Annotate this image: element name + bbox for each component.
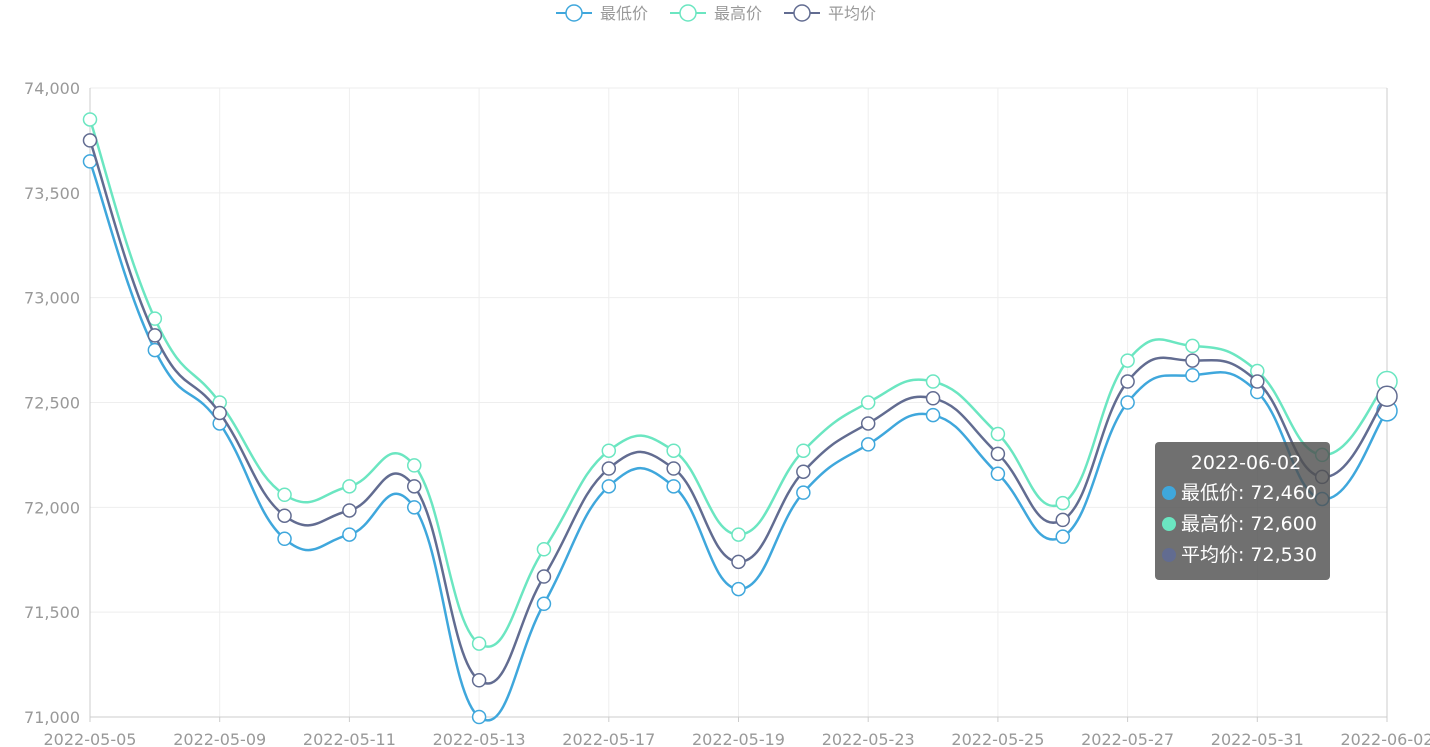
point [407, 458, 422, 473]
x-tick-label: 2022-05-19 [692, 730, 785, 747]
legend-label: 最低价 [600, 4, 648, 23]
point [731, 527, 746, 542]
point [82, 112, 98, 127]
point [601, 443, 617, 458]
point [925, 374, 941, 389]
point [536, 569, 552, 584]
point [796, 464, 811, 479]
point [731, 581, 746, 597]
legend-item: 最高价 [670, 4, 762, 23]
tooltip-value: 72,530 [1250, 544, 1317, 566]
tooltip-series-name: 最低价 [1181, 482, 1244, 504]
point [925, 391, 941, 406]
legend-label: 最高价 [714, 4, 762, 23]
point [1185, 338, 1200, 354]
point [277, 531, 292, 547]
tooltip-dot [1162, 548, 1176, 562]
point [536, 596, 552, 612]
point [1055, 495, 1070, 511]
point [990, 426, 1006, 442]
legend-symbol [679, 4, 697, 22]
y-tick-label: 71,000 [24, 708, 80, 727]
x-tick-label: 2022-05-23 [822, 730, 915, 747]
point [990, 446, 1006, 462]
point [1120, 353, 1135, 368]
point [666, 461, 681, 476]
x-tick-label: 2022-05-25 [951, 730, 1044, 747]
point [471, 709, 487, 725]
tooltip-dot [1162, 517, 1176, 531]
point [1185, 353, 1200, 368]
y-tick-label: 74,000 [24, 79, 80, 98]
legend-label: 平均价 [828, 4, 876, 23]
point [342, 503, 357, 518]
tooltip-row: 最低价 72,460 [1162, 478, 1330, 509]
point [796, 485, 811, 500]
point [147, 328, 163, 343]
point [666, 443, 681, 458]
point [860, 395, 876, 410]
point [342, 527, 357, 542]
y-tick-label: 73,500 [24, 184, 80, 203]
point [536, 542, 552, 557]
point [277, 508, 292, 523]
point [796, 443, 811, 458]
tooltip-row: 最高价 72,600 [1162, 509, 1330, 540]
point [471, 673, 487, 688]
point [860, 416, 876, 431]
tooltip-series-name: 平均价 [1181, 544, 1244, 566]
point [342, 479, 357, 494]
point [925, 407, 941, 423]
y-tick-label: 71,500 [24, 603, 80, 622]
point [407, 500, 422, 515]
legend-symbol [565, 4, 583, 22]
point [1376, 385, 1398, 407]
x-tick-label: 2022-05-11 [303, 730, 396, 747]
tooltip-value: 72,460 [1250, 482, 1317, 504]
point [860, 437, 876, 452]
tooltip-title: 2022-06-02 [1190, 452, 1302, 474]
point [1055, 529, 1070, 544]
point [990, 466, 1006, 482]
point [277, 487, 292, 503]
point [601, 479, 617, 494]
x-tick-label: 2022-05-09 [173, 730, 266, 747]
tooltip-value: 72,600 [1250, 513, 1317, 535]
point [212, 405, 227, 421]
x-tick-label: 2022-05-31 [1211, 730, 1304, 747]
point [666, 479, 681, 494]
y-tick-label: 72,000 [24, 498, 80, 517]
y-tick-label: 72,500 [24, 394, 80, 413]
y-tick-label: 73,000 [24, 289, 80, 308]
point [1250, 374, 1265, 389]
point [1120, 395, 1135, 410]
point [407, 479, 422, 494]
point [1120, 374, 1135, 389]
x-tick-label: 2022-05-27 [1081, 730, 1174, 747]
legend-item: 平均价 [784, 4, 876, 23]
tooltip-series-name: 最高价 [1181, 513, 1244, 535]
tooltip: 2022-06-02 最低价 72,460 最高价 72,600 平均价 72,530 [1155, 442, 1330, 580]
point [82, 133, 98, 148]
point [1055, 512, 1070, 528]
x-tick-label: 2022-05-05 [44, 730, 137, 747]
tooltip-row: 平均价 72,530 [1162, 540, 1330, 571]
x-tick-label: 2022-06-02 [1341, 730, 1430, 747]
legend-symbol [793, 4, 811, 22]
x-tick-label: 2022-05-17 [562, 730, 655, 747]
point [1185, 367, 1200, 383]
point [601, 461, 617, 476]
point [731, 554, 746, 570]
x-tick-label: 2022-05-13 [433, 730, 526, 747]
tooltip-dot [1162, 486, 1176, 500]
legend-item: 最低价 [556, 4, 648, 23]
point [471, 636, 487, 651]
